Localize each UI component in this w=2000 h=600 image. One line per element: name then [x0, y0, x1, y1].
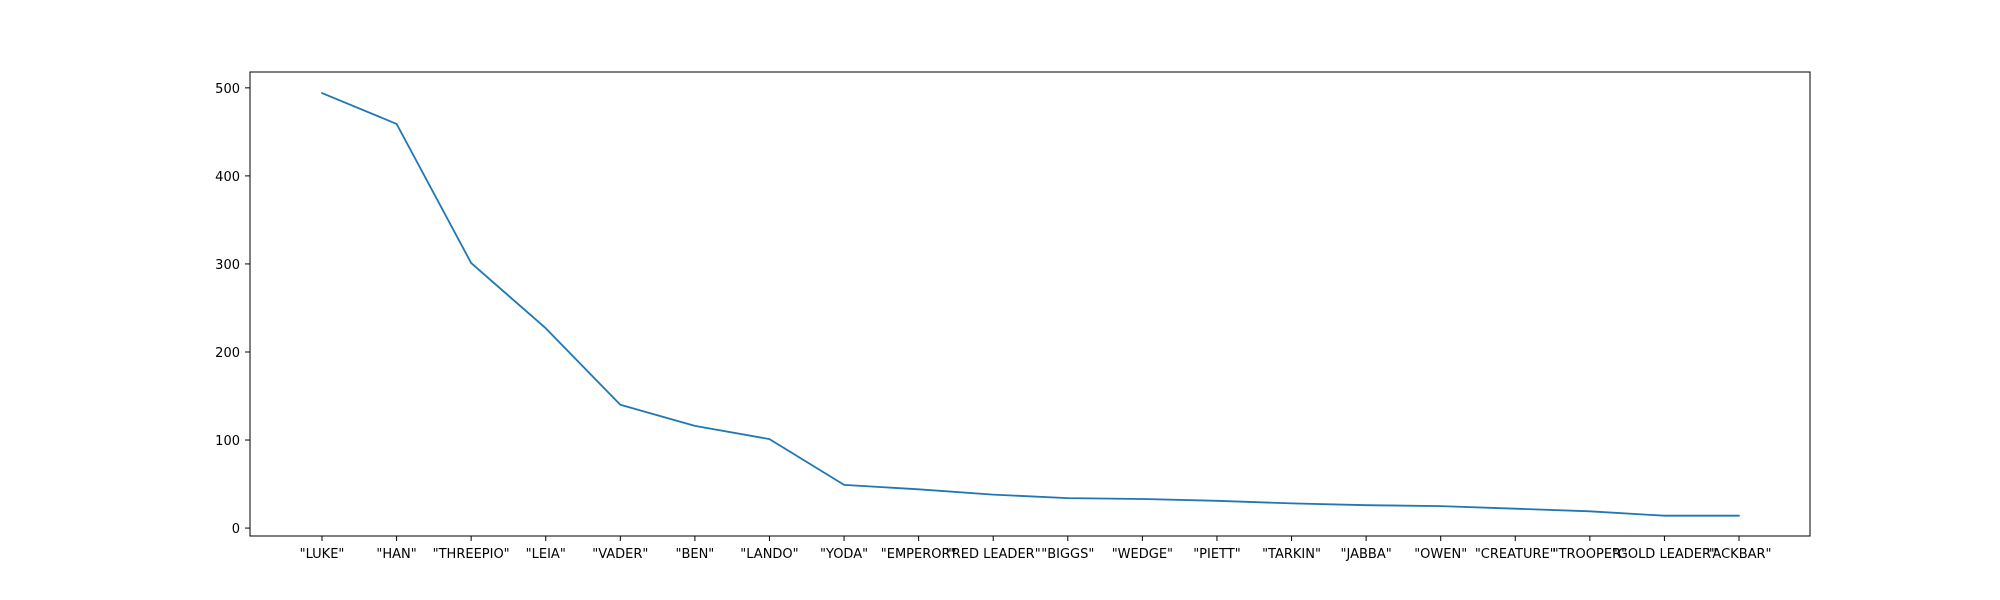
- x-tick-label: "LANDO": [740, 547, 798, 562]
- x-tick-label: "LUKE": [300, 547, 345, 562]
- x-tick-label: "HAN": [376, 547, 416, 562]
- x-tick-label: "RED LEADER": [946, 547, 1041, 562]
- y-tick-label: 0: [232, 522, 240, 537]
- x-tick-label: "WEDGE": [1112, 547, 1173, 562]
- series-line: [321, 92, 1740, 517]
- y-tick-label: 500: [215, 82, 240, 97]
- x-tick-label: "BEN": [675, 547, 714, 562]
- series-layer: [321, 92, 1740, 517]
- x-tick-label: "THREEPIO": [433, 547, 510, 562]
- x-tick-label: "PIETT": [1193, 547, 1241, 562]
- y-tick-label: 300: [215, 258, 240, 273]
- x-axis: "LUKE" "HAN" "THREEPIO" "LEIA" "VADER" "BEN" "…: [300, 536, 1772, 562]
- x-tick-label: "JABBA": [1341, 547, 1392, 562]
- x-tick-label: "YODA": [820, 547, 868, 562]
- x-tick-label: "GOLD LEADER": [1612, 547, 1717, 562]
- y-axis: 0 100 200 300 400 500: [215, 82, 250, 537]
- x-tick-label: "CREATURE": [1475, 547, 1556, 562]
- y-tick-label: 100: [215, 434, 240, 449]
- x-tick-label: "TARKIN": [1262, 547, 1321, 562]
- plot-area-frame: [249, 71, 1811, 537]
- x-tick-label: "LEIA": [526, 547, 566, 562]
- y-tick-label: 200: [215, 346, 240, 361]
- x-tick-label: "EMPEROR": [881, 547, 957, 562]
- x-tick-label: "ACKBAR": [1706, 547, 1771, 562]
- x-tick-label: "TROOPER": [1553, 547, 1627, 562]
- x-tick-label: "OWEN": [1414, 547, 1467, 562]
- y-tick-label: 400: [215, 170, 240, 185]
- x-tick-label: "BIGGS": [1041, 547, 1094, 562]
- x-tick-label: "VADER": [592, 547, 648, 562]
